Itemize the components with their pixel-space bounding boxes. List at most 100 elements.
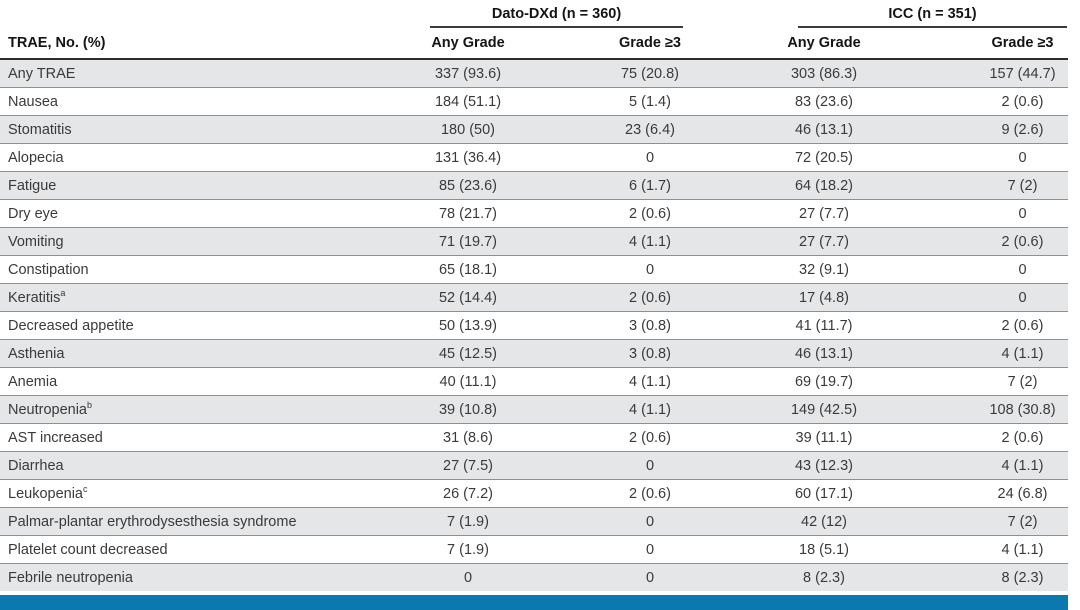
- value-cell-dato-any-grade: 40 (11.1): [439, 373, 497, 390]
- trae-label: Alopecia: [8, 149, 64, 166]
- value-cell-icc-any-grade: 8 (2.3): [803, 569, 845, 586]
- table-row: Stomatitis 180 (50) 23 (6.4) 46 (13.1) 9…: [0, 116, 1068, 144]
- trae-label: Fatigue: [8, 177, 57, 194]
- trae-label: Platelet count decreased: [8, 541, 168, 558]
- value-cell-icc-grade3: 2 (0.6): [1001, 429, 1044, 446]
- value-cell-dato-any-grade: 52 (14.4): [438, 289, 498, 306]
- trae-label: AST increased: [8, 429, 103, 446]
- trae-label-cell: Neutropeniab: [0, 400, 413, 417]
- value-cell-dato-any-grade: 337 (93.6): [434, 65, 502, 82]
- value-cell-dato-grade3: 2 (0.6): [629, 429, 671, 446]
- value-cell-icc-grade3: 0: [1018, 289, 1027, 306]
- value-cell-icc-grade3: 2 (0.6): [1001, 317, 1044, 334]
- value-cell-dato-grade3: 3 (0.8): [629, 345, 671, 362]
- value-cell-icc-grade3: 0: [1018, 149, 1027, 166]
- value-cell-icc-any-grade: 18 (5.1): [799, 541, 849, 558]
- value-cell-dato-grade3: 0: [645, 261, 655, 278]
- trae-label-cell: Keratitisa: [0, 287, 413, 305]
- value-cell-icc-grade3: 108 (30.8): [989, 401, 1056, 418]
- trae-label-cell: AST increased: [0, 430, 413, 446]
- trae-label-cell: Alopecia: [0, 150, 413, 166]
- table-row: Decreased appetite 50 (13.9) 3 (0.8) 41 …: [0, 312, 1068, 340]
- table-row: Palmar-plantar erythrodysesthesia syndro…: [0, 508, 1068, 536]
- value-cell-icc-any-grade: 83 (23.6): [794, 93, 854, 110]
- trae-label: Palmar-plantar erythrodysesthesia syndro…: [8, 513, 297, 530]
- trae-label: Constipation: [8, 261, 89, 278]
- value-cell-dato-any-grade: 85 (23.6): [438, 177, 498, 194]
- value-cell-icc-any-grade: 32 (9.1): [799, 261, 849, 278]
- value-cell-dato-grade3: 0: [645, 541, 655, 558]
- trae-label-cell: Decreased appetite: [0, 318, 413, 334]
- table-row: Diarrhea 27 (7.5) 0 43 (12.3) 4 (1.1): [0, 452, 1068, 480]
- value-cell-icc-grade3: 9 (2.6): [1001, 121, 1044, 138]
- group-header-row: Dato-DXd (n = 360) ICC (n = 351): [0, 0, 1068, 28]
- value-cell-icc-any-grade: 41 (11.7): [795, 317, 853, 334]
- value-cell-icc-any-grade: 27 (7.7): [799, 233, 849, 250]
- dato-dxd-group-header: Dato-DXd (n = 360): [430, 6, 683, 28]
- value-cell-dato-any-grade: 7 (1.9): [447, 541, 489, 558]
- trae-label: Stomatitis: [8, 121, 72, 138]
- table-row: Nausea 184 (51.1) 5 (1.4) 83 (23.6) 2 (0…: [0, 88, 1068, 116]
- value-cell-dato-any-grade: 71 (19.7): [438, 233, 498, 250]
- value-cell-dato-any-grade: 39 (10.8): [438, 401, 498, 418]
- value-cell-icc-grade3: 7 (2): [1007, 373, 1038, 390]
- table-row: Neutropeniab 39 (10.8) 4 (1.1) 149 (42.5…: [0, 396, 1068, 424]
- value-cell-dato-any-grade: 26 (7.2): [443, 485, 493, 502]
- value-cell-dato-grade3: 0: [645, 457, 655, 474]
- table-row: Fatigue 85 (23.6) 6 (1.7) 64 (18.2) 7 (2…: [0, 172, 1068, 200]
- table-row: Anemia 40 (11.1) 4 (1.1) 69 (19.7) 7 (2): [0, 368, 1068, 396]
- value-cell-dato-grade3: 5 (1.4): [629, 93, 671, 110]
- value-cell-icc-grade3: 8 (2.3): [1001, 569, 1044, 586]
- value-cell-dato-any-grade: 31 (8.6): [443, 429, 493, 446]
- value-cell-dato-any-grade: 7 (1.9): [447, 513, 489, 530]
- footnote-marker: c: [83, 483, 88, 494]
- value-cell-icc-grade3: 7 (2): [1007, 177, 1038, 194]
- table-row: Febrile neutropenia 0 0 8 (2.3) 8 (2.3): [0, 564, 1068, 591]
- trae-label-cell: Constipation: [0, 262, 413, 278]
- value-cell-icc-grade3: 2 (0.6): [1001, 93, 1044, 110]
- table-body: Any TRAE 337 (93.6) 75 (20.8) 303 (86.3)…: [0, 60, 1068, 591]
- value-cell-icc-any-grade: 64 (18.2): [794, 177, 854, 194]
- value-cell-dato-grade3: 2 (0.6): [629, 205, 671, 222]
- table-row: Dry eye 78 (21.7) 2 (0.6) 27 (7.7) 0: [0, 200, 1068, 228]
- value-cell-icc-grade3: 2 (0.6): [1001, 233, 1044, 250]
- trae-label-cell: Dry eye: [0, 206, 413, 222]
- value-cell-dato-grade3: 4 (1.1): [629, 401, 671, 418]
- column-header-icc-grade3: Grade ≥3: [991, 35, 1054, 51]
- table-row: Alopecia 131 (36.4) 0 72 (20.5) 0: [0, 144, 1068, 172]
- value-cell-icc-grade3: 0: [1018, 205, 1027, 222]
- value-cell-icc-any-grade: 46 (13.1): [794, 121, 854, 138]
- value-cell-dato-any-grade: 131 (36.4): [434, 149, 502, 166]
- value-cell-icc-any-grade: 42 (12): [801, 513, 847, 530]
- trae-label: Anemia: [8, 373, 58, 390]
- value-cell-dato-grade3: 4 (1.1): [629, 373, 671, 390]
- value-cell-icc-grade3: 0: [1018, 261, 1027, 278]
- value-cell-icc-any-grade: 149 (42.5): [790, 401, 858, 418]
- trae-label: Nausea: [8, 93, 58, 110]
- value-cell-icc-any-grade: 27 (7.7): [799, 205, 849, 222]
- footnote-marker: a: [60, 287, 66, 298]
- trae-label: Decreased appetite: [8, 317, 134, 334]
- table-row: Platelet count decreased 7 (1.9) 0 18 (5…: [0, 536, 1068, 564]
- value-cell-dato-grade3: 75 (20.8): [620, 65, 680, 82]
- value-cell-dato-grade3: 6 (1.7): [629, 177, 671, 194]
- table-row: Vomiting 71 (19.7) 4 (1.1) 27 (7.7) 2 (0…: [0, 228, 1068, 256]
- value-cell-icc-any-grade: 72 (20.5): [794, 149, 854, 166]
- trae-label: Any TRAE: [8, 65, 76, 82]
- accent-bar: [0, 595, 1068, 610]
- trae-label: Febrile neutropenia: [8, 569, 133, 586]
- column-header-row: TRAE, No. (%) Any Grade Grade ≥3 Any Gra…: [0, 28, 1068, 60]
- trae-label-cell: Palmar-plantar erythrodysesthesia syndro…: [0, 514, 413, 530]
- value-cell-dato-any-grade: 184 (51.1): [434, 93, 502, 110]
- value-cell-icc-grade3: 24 (6.8): [997, 485, 1048, 502]
- value-cell-icc-any-grade: 303 (86.3): [790, 65, 858, 82]
- value-cell-dato-grade3: 0: [645, 149, 655, 166]
- column-header-dato-any-grade: Any Grade: [431, 35, 505, 51]
- value-cell-dato-grade3: 2 (0.6): [629, 485, 671, 502]
- value-cell-icc-grade3: 4 (1.1): [1001, 345, 1044, 362]
- value-cell-icc-grade3: 7 (2): [1007, 513, 1038, 530]
- value-cell-dato-grade3: 2 (0.6): [629, 289, 671, 306]
- trae-label-cell: Any TRAE: [0, 66, 413, 82]
- trae-label: Diarrhea: [8, 457, 64, 474]
- value-cell-icc-any-grade: 46 (13.1): [794, 345, 854, 362]
